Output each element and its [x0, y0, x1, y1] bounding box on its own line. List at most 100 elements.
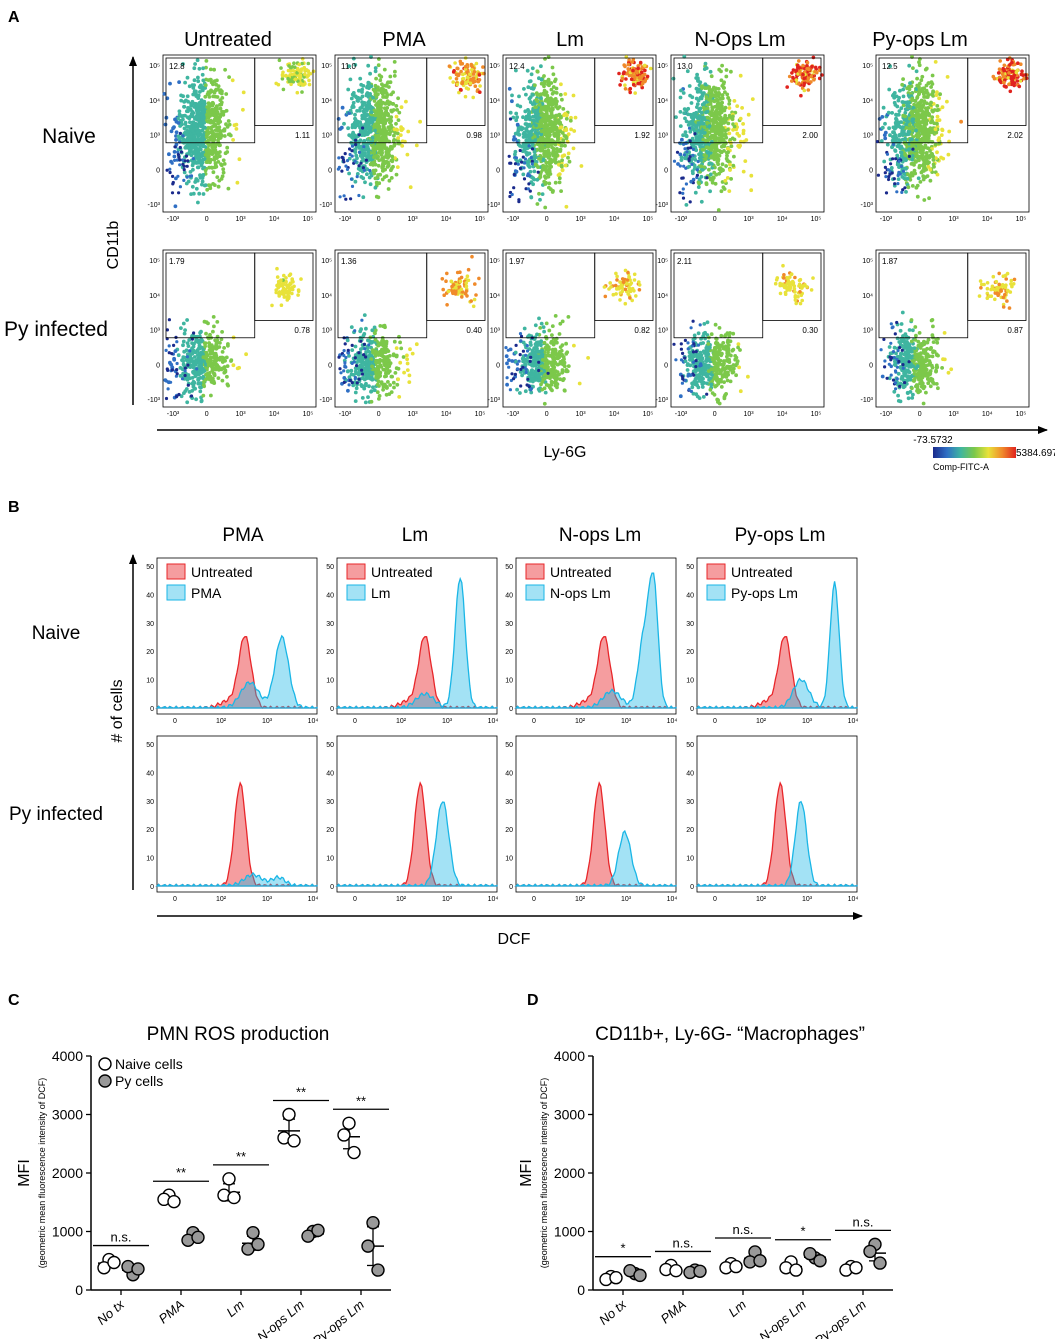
flow-event	[507, 86, 512, 91]
flow-event	[340, 105, 345, 110]
flow-event	[284, 279, 288, 284]
flow-event	[389, 166, 394, 171]
flow-event	[296, 289, 301, 294]
flow-event	[566, 364, 571, 368]
flow-event	[190, 334, 195, 338]
flow-event	[188, 174, 192, 178]
flow-event	[275, 275, 280, 279]
flow-event	[217, 365, 221, 370]
flow-event	[209, 355, 213, 360]
flow-event	[542, 376, 547, 381]
flow-event	[517, 94, 521, 99]
flow-event	[357, 133, 361, 137]
flow-event	[392, 142, 397, 147]
flow-event	[557, 180, 562, 185]
flow-event	[514, 111, 519, 116]
flow-event	[374, 144, 378, 149]
flow-event	[458, 59, 463, 64]
flow-event	[542, 401, 547, 406]
flow-event	[201, 135, 206, 140]
flow-event	[618, 83, 622, 87]
flow-event	[186, 179, 191, 184]
flow-event	[201, 174, 205, 178]
flow-event	[357, 193, 361, 198]
flow-event	[206, 101, 211, 106]
flow-event	[279, 278, 283, 283]
flow-y-tick: 10⁴	[149, 98, 160, 105]
flow-event	[478, 90, 482, 94]
flow-event	[344, 164, 348, 168]
flow-event	[536, 117, 540, 121]
flow-event	[630, 286, 635, 291]
flow-y-tick: 10³	[658, 133, 669, 140]
flow-event	[237, 365, 242, 370]
flow-event	[204, 132, 209, 137]
flow-event	[637, 288, 642, 292]
flow-event	[562, 357, 566, 362]
flow-event	[721, 168, 725, 173]
flow-event	[346, 126, 350, 131]
flow-event	[373, 337, 378, 342]
flow-event	[354, 143, 358, 147]
flow-event	[293, 77, 298, 81]
flow-event	[707, 167, 711, 172]
flow-event	[381, 343, 386, 348]
flow-event	[383, 363, 387, 368]
flow-event	[211, 329, 215, 334]
flow-event	[805, 63, 809, 68]
flow-event	[533, 138, 538, 143]
flow-x-tick: 10⁴	[269, 411, 280, 418]
flow-event	[353, 112, 357, 117]
flow-event	[185, 164, 189, 168]
flow-event	[414, 342, 419, 347]
flow-event	[217, 368, 221, 372]
flow-event	[525, 344, 529, 348]
flow-x-tick: 10³	[575, 411, 586, 418]
flow-event	[720, 162, 725, 167]
flow-event	[215, 110, 220, 115]
flow-event	[397, 110, 402, 115]
flow-event	[222, 370, 227, 375]
flow-event	[196, 75, 200, 80]
flow-event	[628, 90, 632, 95]
flow-event	[628, 86, 633, 91]
flow-event	[360, 368, 364, 372]
flow-event	[201, 86, 205, 90]
flow-event	[374, 373, 379, 377]
flow-event	[533, 363, 538, 368]
flow-event	[281, 286, 286, 291]
flow-event	[345, 369, 350, 374]
flow-event	[399, 105, 404, 110]
flow-event	[463, 64, 468, 69]
flow-event	[196, 79, 201, 84]
flow-x-tick: 10³	[575, 216, 586, 223]
gate-percent-cd11b: 1.36	[341, 257, 357, 266]
flow-event	[564, 116, 569, 121]
flow-event	[220, 378, 225, 383]
flow-event	[684, 134, 689, 139]
flow-event	[507, 365, 511, 369]
flow-event	[710, 162, 714, 166]
flow-event	[186, 106, 191, 111]
flow-event	[407, 380, 412, 384]
flow-event	[629, 281, 634, 285]
flow-event	[372, 155, 376, 160]
flow-event	[521, 115, 525, 120]
flow-event	[201, 126, 206, 130]
flow-event	[544, 160, 549, 165]
flow-event	[627, 275, 631, 280]
flow-event	[370, 328, 375, 333]
flow-event	[707, 97, 711, 102]
flow-event	[342, 353, 346, 358]
flow-event	[681, 191, 685, 195]
flow-event	[336, 117, 341, 121]
flow-event	[681, 133, 685, 138]
flow-event	[607, 287, 611, 291]
flow-event	[362, 313, 367, 317]
flow-event	[624, 77, 628, 81]
flow-event	[717, 166, 722, 171]
flow-event	[563, 163, 568, 168]
gate-percent-cd11b: 1.79	[169, 257, 185, 266]
flow-event	[384, 374, 388, 378]
